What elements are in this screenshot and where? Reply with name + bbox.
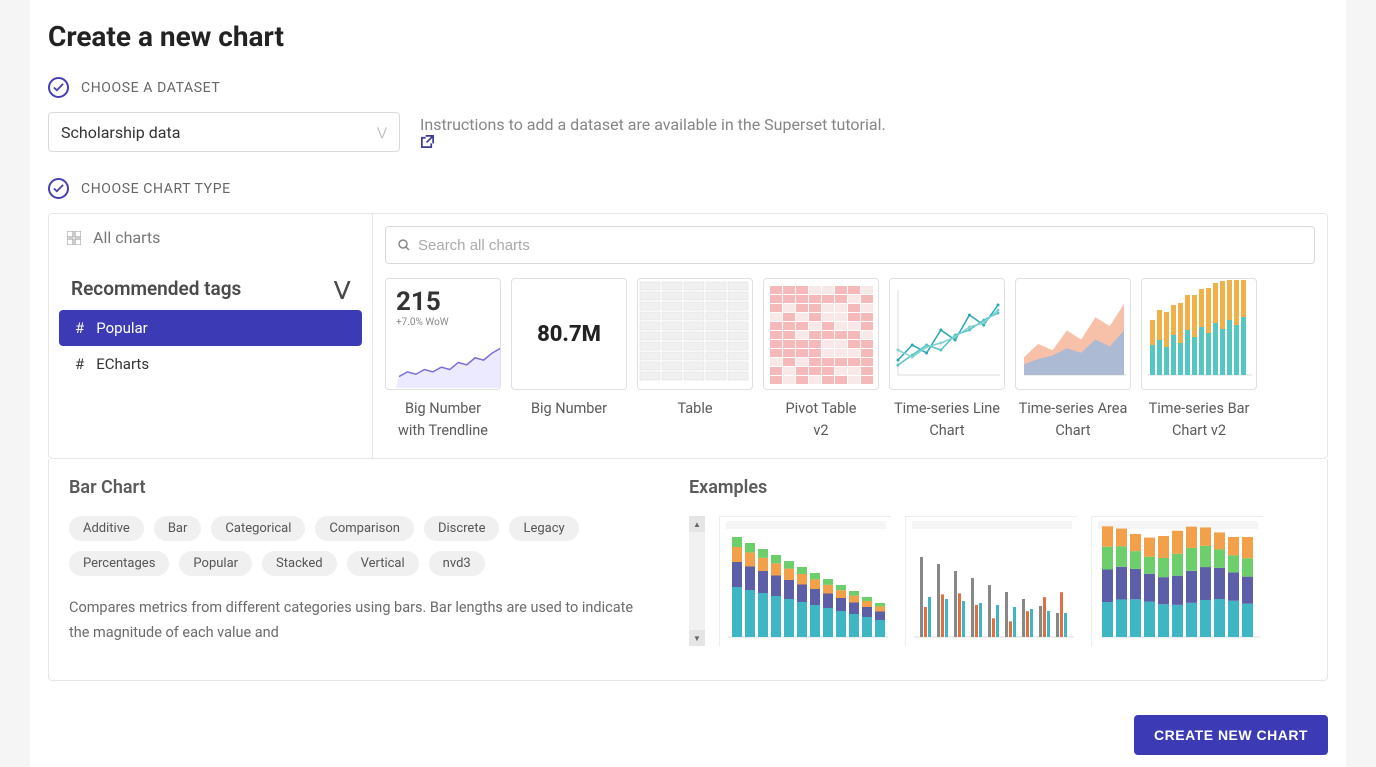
chart-thumb-big_number[interactable]: 80.7M Big Number — [511, 278, 627, 443]
example-thumb[interactable] — [1091, 516, 1263, 646]
example-thumb[interactable] — [905, 516, 1077, 646]
thumb-preview: 215+7.0% WoW — [385, 278, 501, 390]
chart-thumb-area[interactable]: Time-series Area Chart — [1015, 278, 1131, 443]
chevron-down-icon: ⋁ — [377, 125, 387, 139]
sidebar-tag-echarts[interactable]: #ECharts — [59, 346, 362, 382]
check-icon — [48, 178, 69, 199]
detail-title: Bar Chart — [69, 477, 649, 498]
chart-thumb-stacked_bar[interactable]: Time-series Bar Chart v2 — [1141, 278, 1257, 443]
step1-header: CHOOSE A DATASET — [48, 77, 1328, 98]
examples-title: Examples — [689, 477, 1307, 498]
chart-thumb-line[interactable]: Time-series Line Chart — [889, 278, 1005, 443]
thumb-preview — [889, 278, 1005, 390]
thumb-label: Table — [637, 398, 753, 420]
step2-label: CHOOSE CHART TYPE — [81, 181, 231, 197]
chart-thumb-table[interactable]: Table — [637, 278, 753, 443]
detail-tag[interactable]: Legacy — [509, 516, 578, 541]
thumb-preview — [637, 278, 753, 390]
chart-thumbnail-row: 215+7.0% WoW Big Number with Trendline80.… — [385, 278, 1315, 443]
search-input[interactable] — [418, 237, 1302, 254]
thumb-preview: 80.7M — [511, 278, 627, 390]
example-thumb[interactable] — [719, 516, 891, 646]
dataset-value: Scholarship data — [61, 123, 180, 142]
chart-detail-panel: Bar Chart Additive Bar Categorical Comparis… — [48, 459, 1328, 681]
chart-gallery[interactable]: 215+7.0% WoW Big Number with Trendline80.… — [373, 214, 1327, 458]
dataset-select[interactable]: Scholarship data ⋁ — [48, 112, 400, 152]
check-icon — [48, 77, 69, 98]
hash-icon: # — [75, 355, 84, 373]
grid-icon — [67, 231, 81, 245]
search-charts-input[interactable] — [385, 226, 1315, 264]
thumb-label: Big Number with Trendline — [385, 398, 501, 443]
step2-header: CHOOSE CHART TYPE — [48, 178, 1328, 199]
examples-row: ▲▼ — [689, 516, 1307, 646]
external-link-icon[interactable] — [420, 134, 890, 149]
scroll-down-icon[interactable]: ▼ — [689, 630, 705, 646]
step1-label: CHOOSE A DATASET — [81, 80, 220, 96]
recommended-tags-header[interactable]: Recommended tags ⋁ — [49, 261, 372, 310]
create-new-chart-button[interactable]: CREATE NEW CHART — [1134, 715, 1328, 755]
chart-thumb-big_number_trend[interactable]: 215+7.0% WoW Big Number with Trendline — [385, 278, 501, 443]
detail-tag[interactable]: Popular — [179, 551, 252, 576]
detail-tag[interactable]: Additive — [69, 516, 144, 541]
chart-type-panel: All charts Recommended tags ⋁ #Popular#E… — [48, 213, 1328, 459]
chart-category-sidebar[interactable]: All charts Recommended tags ⋁ #Popular#E… — [49, 214, 373, 458]
thumb-preview — [763, 278, 879, 390]
detail-tags: Additive Bar Categorical Comparison Discrete… — [69, 516, 649, 576]
detail-tag[interactable]: nvd3 — [429, 551, 485, 576]
thumb-label: Pivot Table v2 — [763, 398, 879, 443]
sidebar-tag-popular[interactable]: #Popular — [59, 310, 362, 346]
search-icon — [398, 239, 410, 251]
chevron-down-icon: ⋁ — [334, 277, 350, 300]
thumb-label: Time-series Area Chart — [1015, 398, 1131, 443]
detail-tag[interactable]: Comparison — [315, 516, 414, 541]
detail-tag[interactable]: Vertical — [347, 551, 419, 576]
detail-tag[interactable]: Categorical — [211, 516, 305, 541]
detail-tag[interactable]: Discrete — [424, 516, 500, 541]
detail-tag[interactable]: Stacked — [262, 551, 337, 576]
page-title: Create a new chart — [48, 20, 1328, 53]
examples-scrollbar[interactable]: ▲▼ — [689, 516, 705, 646]
thumb-preview — [1015, 278, 1131, 390]
thumb-label: Time-series Bar Chart v2 — [1141, 398, 1257, 443]
thumb-label: Time-series Line Chart — [889, 398, 1005, 443]
scroll-up-icon[interactable]: ▲ — [689, 516, 705, 532]
detail-tag[interactable]: Percentages — [69, 551, 169, 576]
thumb-preview — [1141, 278, 1257, 390]
instructions-text: Instructions to add a dataset are availa… — [420, 115, 890, 149]
hash-icon: # — [75, 319, 84, 337]
thumb-label: Big Number — [511, 398, 627, 420]
detail-tag[interactable]: Bar — [154, 516, 202, 541]
all-charts-item[interactable]: All charts — [49, 214, 372, 261]
detail-description: Compares metrics from different categori… — [69, 596, 649, 645]
chart-thumb-pivot[interactable]: Pivot Table v2 — [763, 278, 879, 443]
